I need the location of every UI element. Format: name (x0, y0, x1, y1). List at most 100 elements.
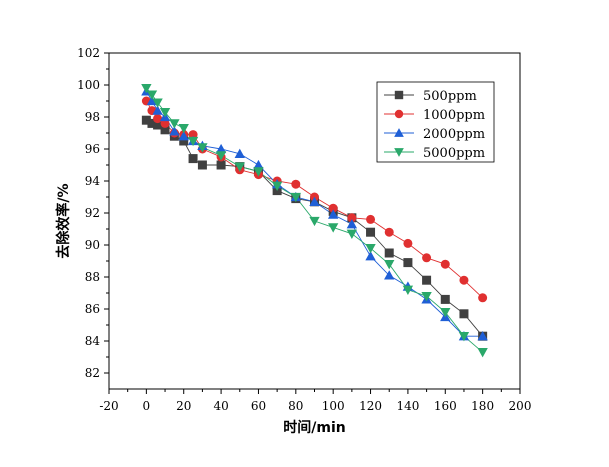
data-point-triangle-down (253, 167, 264, 177)
data-point-triangle-up (234, 148, 245, 158)
data-point-triangle-down (402, 285, 414, 295)
y-tick-label: 82 (85, 366, 100, 380)
legend-label: 1000ppm (423, 108, 485, 123)
y-tick-label: 98 (85, 110, 100, 124)
data-point-circle (459, 275, 469, 285)
data-point-circle (328, 203, 338, 213)
data-point-circle (160, 118, 170, 128)
data-point-triangle-down (421, 292, 432, 302)
y-tick-label: 92 (85, 206, 100, 220)
data-point-triangle-down (146, 90, 158, 100)
data-point-triangle-up (384, 270, 395, 280)
data-point-square (147, 118, 157, 128)
y-tick-label: 84 (85, 334, 101, 348)
data-point-triangle-down (365, 244, 376, 254)
data-point-triangle-up (477, 331, 488, 341)
x-tick-label: 80 (288, 399, 303, 413)
data-point-circle (347, 213, 357, 223)
y-tick-label: 90 (85, 238, 100, 252)
data-point-square (394, 90, 404, 100)
data-point-triangle-up (394, 128, 404, 137)
data-point-square (141, 115, 151, 125)
data-point-circle (394, 109, 404, 119)
data-point-triangle-down (440, 308, 451, 318)
data-point-triangle-down (384, 260, 395, 270)
legend-label: 5000ppm (423, 146, 485, 161)
x-tick-label: 120 (359, 399, 382, 413)
y-tick-label: 86 (85, 302, 100, 316)
data-point-triangle-down (271, 181, 283, 191)
data-point-triangle-up (253, 159, 264, 170)
data-point-triangle-down (328, 223, 339, 233)
x-tick-label: 60 (251, 399, 266, 413)
y-tick-label: 96 (85, 142, 100, 156)
x-tick-label: 180 (471, 399, 494, 413)
data-point-triangle-up (346, 219, 358, 229)
data-point-triangle-up (152, 105, 163, 115)
x-axis-title: 时间/min (283, 419, 345, 436)
data-point-circle (153, 114, 163, 124)
data-point-circle (291, 179, 301, 189)
y-tick-label: 102 (77, 46, 100, 60)
data-point-square (384, 248, 394, 258)
axis-ticks: -20 0 20 40 60 80 100 120 140 160 180 200 82 84 86 88 90… (77, 46, 531, 413)
data-point-square (197, 160, 207, 170)
data-point-triangle-down (141, 84, 152, 94)
legend-label: 500ppm (423, 89, 477, 104)
legend: 500ppm 1000ppm 2000ppm 5000ppm (376, 81, 495, 163)
data-point-triangle-up (215, 143, 227, 154)
data-point-square (459, 309, 469, 319)
data-point-triangle-up (146, 95, 158, 106)
data-point-square (216, 160, 226, 170)
data-point-square (366, 227, 376, 237)
x-tick-label: 200 (509, 399, 532, 413)
data-point-triangle-down (290, 192, 301, 203)
data-point-triangle-down (197, 143, 208, 153)
data-point-square (403, 258, 413, 268)
x-tick-label: 40 (213, 399, 228, 413)
data-point-triangle-down (234, 162, 245, 172)
x-tick-label: -20 (99, 399, 118, 413)
data-point-square (160, 125, 170, 135)
data-point-triangle-up (178, 131, 189, 141)
legend-label: 2000ppm (423, 127, 485, 142)
plot-markers (141, 84, 488, 358)
data-point-triangle-down (346, 229, 358, 239)
data-point-triangle-down (187, 136, 199, 147)
data-point-circle (384, 227, 394, 237)
data-point-triangle-down (477, 348, 488, 358)
y-tick-label: 100 (77, 78, 100, 92)
data-point-circle (366, 214, 376, 224)
data-point-triangle-up (169, 126, 180, 136)
data-point-square (188, 154, 198, 164)
data-point-circle (403, 238, 413, 248)
data-point-square (422, 275, 432, 285)
data-point-triangle-down (169, 119, 180, 129)
data-point-circle (188, 130, 198, 140)
x-tick-label: 160 (434, 399, 457, 413)
data-point-square (440, 294, 450, 304)
y-tick-label: 94 (85, 174, 101, 188)
x-tick-label: 140 (396, 399, 419, 413)
data-point-triangle-down (159, 108, 171, 118)
data-point-circle (422, 253, 432, 263)
y-axis-title: 去除效率/% (55, 183, 72, 258)
data-point-triangle-down (215, 151, 227, 161)
data-point-triangle-down (309, 216, 320, 227)
data-point-triangle-down (394, 148, 404, 157)
y-tick-label: 88 (85, 270, 100, 284)
x-tick-label: 20 (176, 399, 191, 413)
x-tick-label: 0 (143, 399, 151, 413)
data-point-triangle-down (178, 124, 189, 134)
data-point-triangle-up (309, 196, 320, 206)
data-point-triangle-up (365, 251, 376, 261)
data-point-triangle-down (152, 98, 163, 108)
x-tick-label: 100 (322, 399, 345, 413)
data-point-triangle-down (458, 332, 470, 342)
data-point-square (153, 120, 163, 130)
data-point-circle (478, 293, 488, 303)
data-point-square (179, 136, 189, 146)
data-point-circle (440, 259, 450, 269)
data-point-triangle-up (328, 209, 339, 219)
